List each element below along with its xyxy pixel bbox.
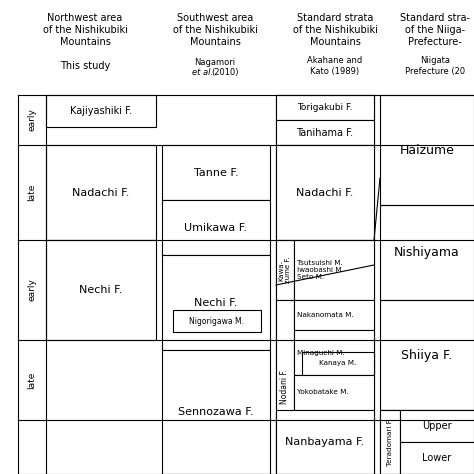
- Text: Minaguchi M.: Minaguchi M.: [297, 349, 345, 356]
- Bar: [46, 95, 156, 127]
- Text: Nadachi F.: Nadachi F.: [296, 188, 354, 198]
- Text: This study: This study: [60, 61, 110, 71]
- Bar: [276, 95, 374, 474]
- Bar: [276, 410, 374, 474]
- Bar: [400, 410, 474, 442]
- Bar: [276, 300, 294, 474]
- Bar: [400, 442, 474, 474]
- Text: Lower: Lower: [422, 453, 452, 463]
- Text: Upper: Upper: [422, 421, 452, 431]
- Text: Haizume: Haizume: [400, 144, 455, 156]
- Bar: [380, 410, 474, 474]
- Bar: [294, 300, 374, 330]
- Bar: [276, 145, 374, 240]
- Text: late: late: [27, 371, 36, 389]
- Bar: [380, 95, 474, 205]
- Bar: [380, 205, 474, 300]
- Text: Teradomari F.: Teradomari F.: [387, 418, 393, 466]
- Bar: [380, 410, 400, 474]
- Text: Nodani F.: Nodani F.: [281, 370, 290, 404]
- Text: late: late: [27, 184, 36, 201]
- Bar: [162, 255, 270, 350]
- Bar: [276, 95, 374, 120]
- Bar: [173, 310, 261, 332]
- Bar: [162, 350, 270, 474]
- Text: Nakanomata M.: Nakanomata M.: [297, 312, 354, 318]
- Text: Tsutsuishi M.
Iwaobashi M.
Seto M.: Tsutsuishi M. Iwaobashi M. Seto M.: [297, 260, 344, 280]
- Text: Tanihama F.: Tanihama F.: [296, 128, 354, 137]
- Text: Tanne F.: Tanne F.: [194, 167, 238, 177]
- Text: Northwest area
of the Nishikubiki
Mountains: Northwest area of the Nishikubiki Mounta…: [43, 13, 128, 46]
- Text: Nechi F.: Nechi F.: [194, 298, 237, 308]
- Bar: [162, 200, 270, 255]
- Text: Niigata
Prefecture (20: Niigata Prefecture (20: [405, 56, 465, 76]
- Text: et al.: et al.: [192, 67, 214, 76]
- Text: Nigorigawa M.: Nigorigawa M.: [190, 317, 245, 326]
- Bar: [380, 300, 474, 410]
- Bar: [294, 240, 374, 300]
- Text: Umikawa F.: Umikawa F.: [184, 222, 247, 233]
- Bar: [46, 145, 156, 240]
- Text: Nechi F.: Nechi F.: [79, 285, 123, 295]
- Text: Yokobatake M.: Yokobatake M.: [297, 390, 348, 395]
- Text: Kajiyashiki F.: Kajiyashiki F.: [70, 106, 132, 116]
- Bar: [294, 375, 374, 410]
- Text: Nishiyama: Nishiyama: [394, 246, 460, 259]
- Bar: [294, 330, 374, 375]
- Bar: [276, 240, 294, 300]
- Text: Kawa-
zume F.: Kawa- zume F.: [279, 257, 292, 283]
- Text: early: early: [27, 279, 36, 301]
- Text: Nadachi F.: Nadachi F.: [73, 188, 130, 198]
- Bar: [46, 240, 156, 340]
- Text: Sennozawa F.: Sennozawa F.: [178, 407, 254, 417]
- Text: Akahane and
Kato (1989): Akahane and Kato (1989): [307, 56, 363, 76]
- Text: Kanaya M.: Kanaya M.: [319, 361, 356, 366]
- Text: Standard stra-
of the Niiga-
Prefecture-: Standard stra- of the Niiga- Prefecture-: [400, 13, 470, 46]
- Text: Nanbayama F.: Nanbayama F.: [285, 437, 365, 447]
- Text: early: early: [27, 109, 36, 131]
- Text: (2010): (2010): [211, 67, 239, 76]
- Text: Southwest area
of the Nishikubiki
Mountains: Southwest area of the Nishikubiki Mounta…: [173, 13, 257, 46]
- Bar: [162, 145, 270, 200]
- Text: Standard strata
of the Nishikubiki
Mountains: Standard strata of the Nishikubiki Mount…: [292, 13, 377, 46]
- Bar: [302, 352, 374, 375]
- Text: Shiiya F.: Shiiya F.: [401, 348, 453, 362]
- Bar: [276, 120, 374, 145]
- Text: Torigakubi F.: Torigakubi F.: [297, 103, 353, 112]
- Text: Nagamori: Nagamori: [194, 57, 236, 66]
